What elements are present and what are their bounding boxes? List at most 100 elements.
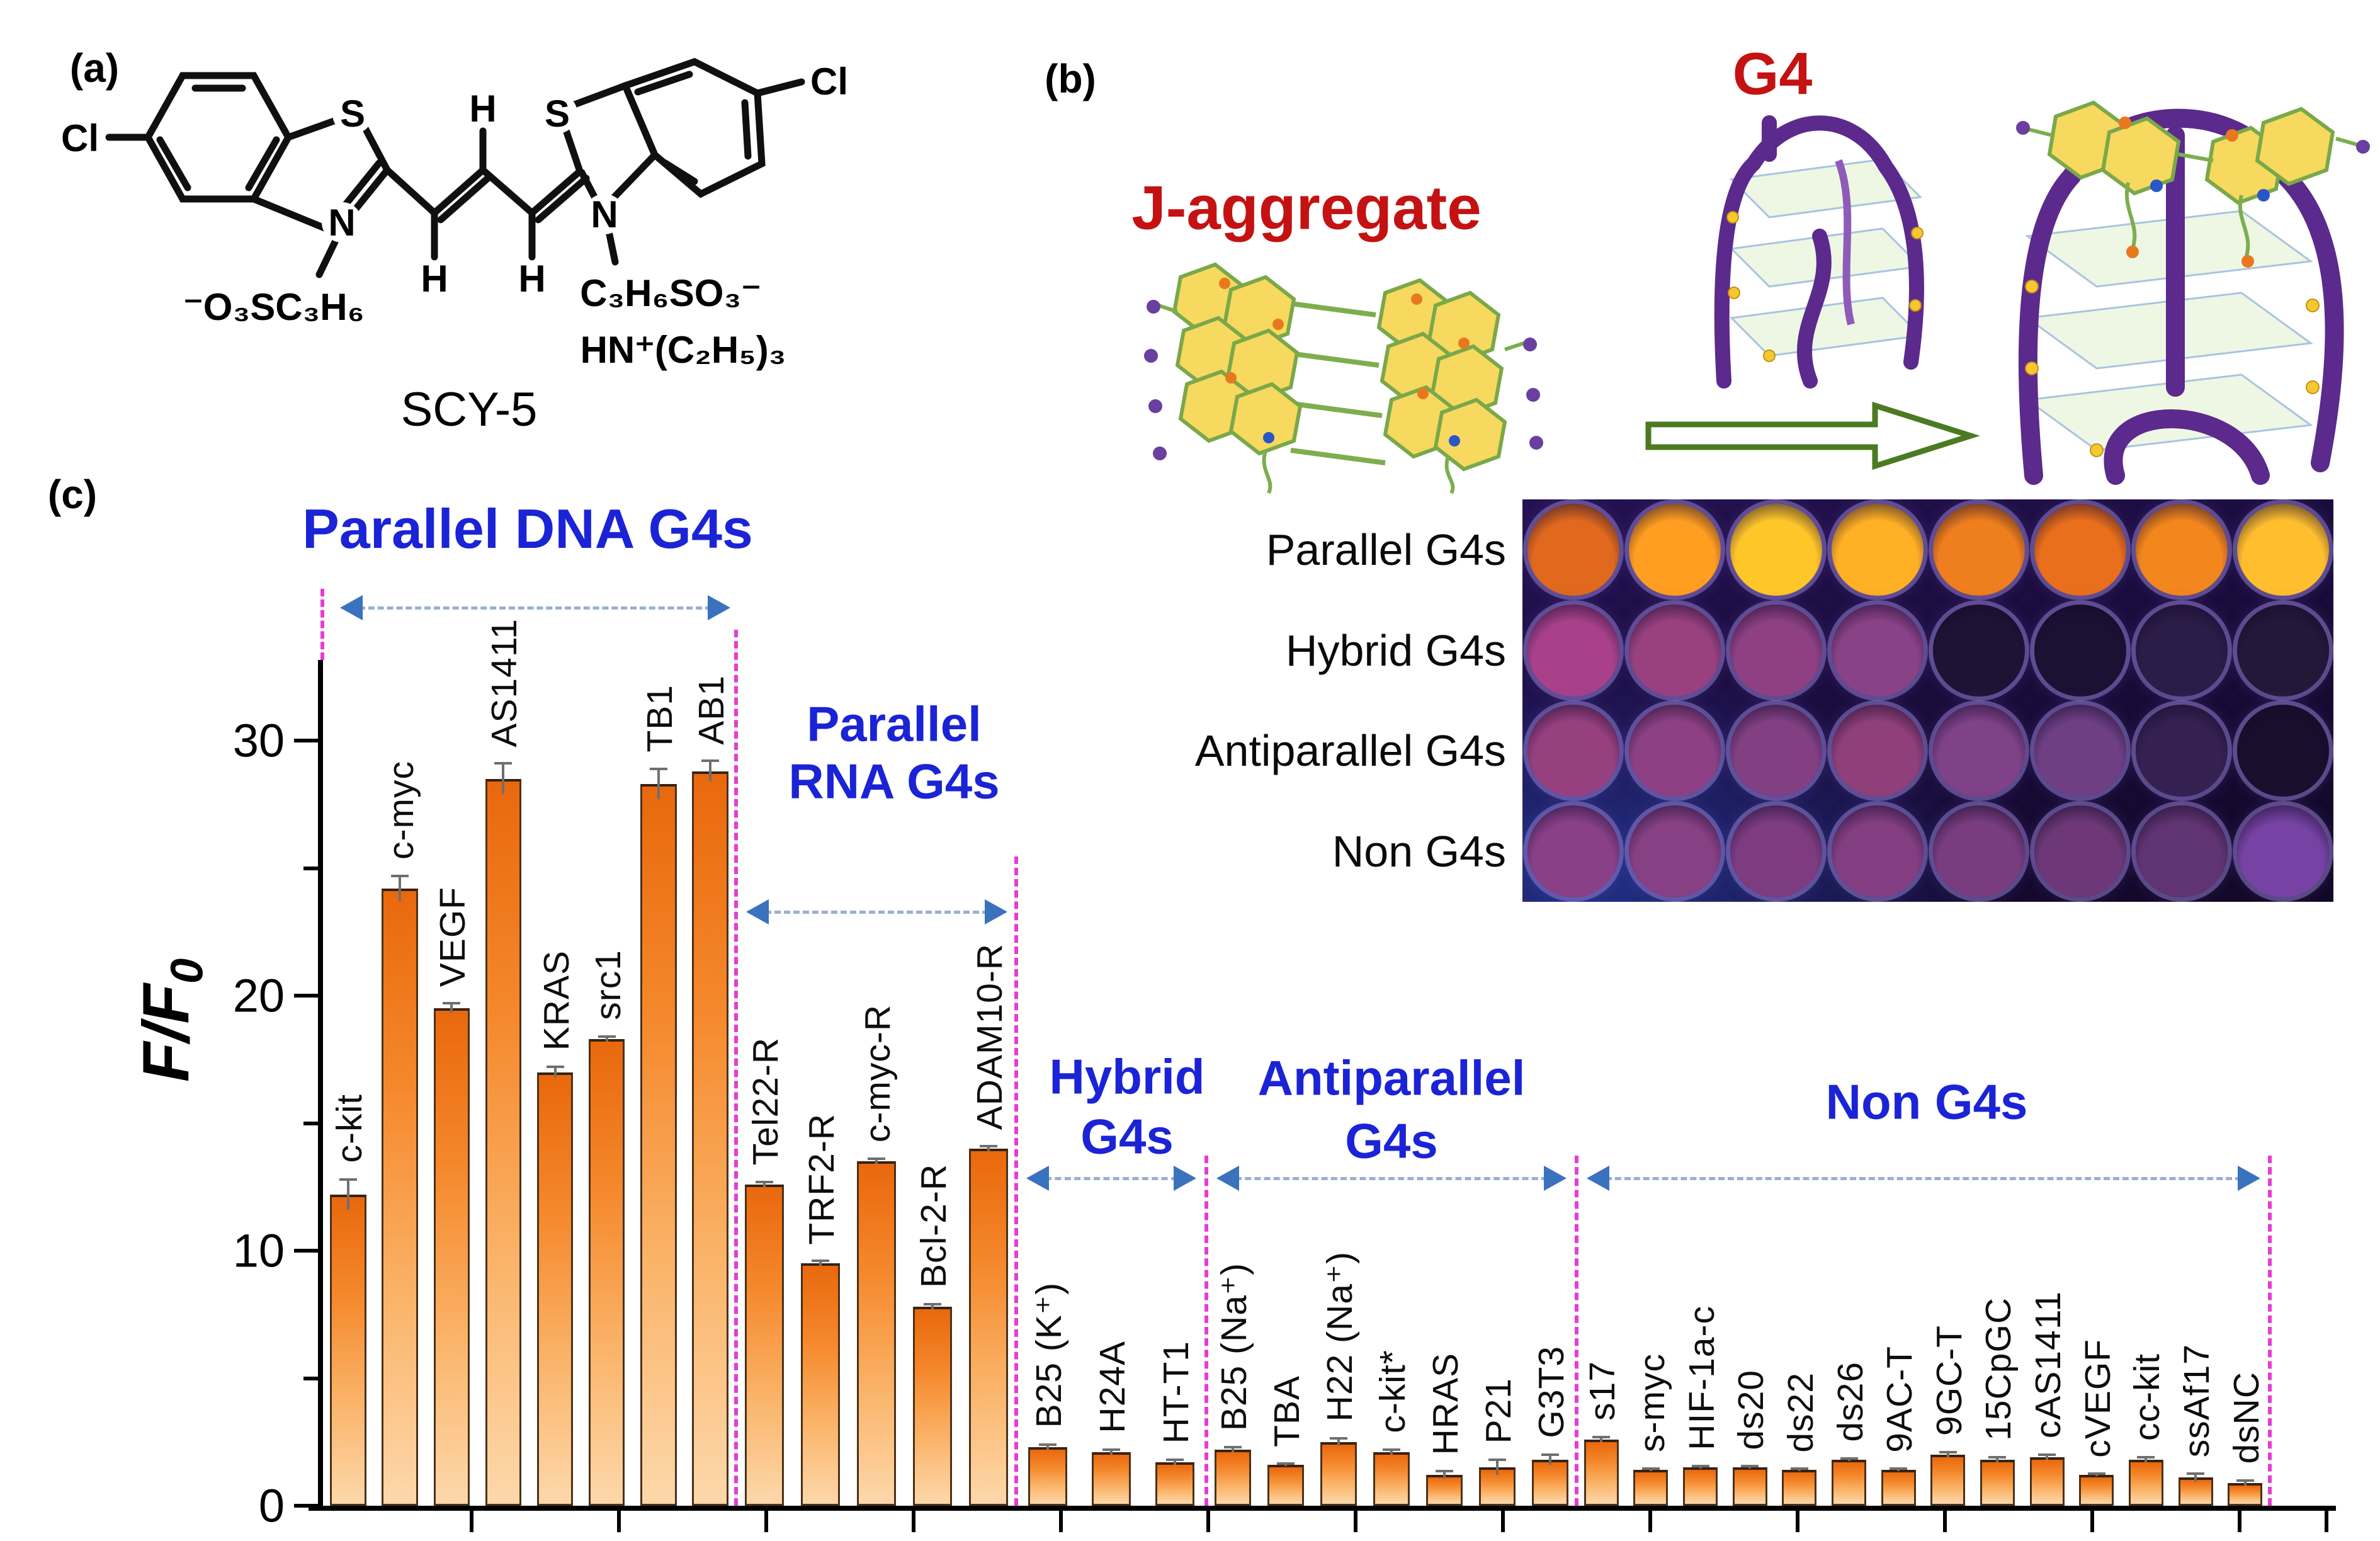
group-separator <box>1014 856 1018 1506</box>
bar-label: TBA <box>1267 1375 1307 1448</box>
plate-well <box>2034 604 2126 697</box>
error-bar-cap <box>1541 1453 1559 1456</box>
plate-well <box>1831 503 1924 596</box>
bar-label: Tel22-R <box>745 1037 786 1166</box>
arrow-left-head <box>746 899 769 924</box>
j-aggregate-label: J-aggregate <box>1131 173 1482 242</box>
y-major-tick <box>294 1504 323 1508</box>
error-bar-stem <box>875 1159 878 1164</box>
y-tick-label: 0 <box>258 1479 285 1532</box>
bar-label: Bcl-2-R <box>913 1164 954 1288</box>
error-bar-stem <box>605 1036 608 1042</box>
error-bar-stem <box>1897 1469 1900 1472</box>
error-bar-stem <box>2243 1480 2247 1486</box>
reaction-arrow <box>1645 401 1980 470</box>
bar <box>382 888 418 1506</box>
bar-label: TRF2-R <box>801 1113 842 1245</box>
group-separator <box>734 630 738 1506</box>
bar <box>485 778 522 1506</box>
bar-label: c-myc <box>381 760 422 860</box>
error-bar-stem <box>1046 1444 1050 1450</box>
error-bar-cap <box>1102 1448 1120 1451</box>
error-bar-stem <box>1232 1447 1234 1452</box>
y-axis-label: F/F0 <box>130 958 213 1083</box>
cl-left-label: Cl <box>61 117 99 159</box>
plate-well <box>2034 503 2126 596</box>
error-bar-cap <box>1790 1467 1808 1470</box>
bar <box>1155 1462 1194 1506</box>
x-tick <box>2325 1511 2328 1532</box>
error-bar-cap <box>867 1157 885 1161</box>
bar <box>433 1008 470 1506</box>
bar <box>2079 1475 2114 1506</box>
plate-row-label: Antiparallel G4s <box>1194 726 1506 776</box>
group-separator <box>1575 1156 1578 1506</box>
error-bar-stem <box>1337 1438 1340 1446</box>
y-minor-tick <box>303 866 322 870</box>
bar-label: ds26 <box>1830 1362 1871 1443</box>
bar <box>330 1194 366 1506</box>
plate-well <box>1831 604 1924 697</box>
error-bar-stem <box>347 1179 350 1210</box>
arrow-left-head <box>1216 1166 1239 1191</box>
group-title: G4s <box>1345 1113 1438 1169</box>
error-bar-cap <box>1436 1470 1453 1473</box>
arrow-left-head <box>1026 1166 1049 1191</box>
y-minor-tick <box>303 1121 322 1125</box>
arrow-right-head <box>1544 1166 1567 1191</box>
bar <box>640 783 677 1506</box>
error-bar-stem <box>450 1003 453 1014</box>
error-bar-cap <box>2038 1453 2056 1456</box>
y-minor-tick <box>303 1376 322 1380</box>
error-bar-stem <box>1284 1464 1287 1467</box>
arrow-left-head <box>1587 1166 1609 1191</box>
error-bar-stem <box>1173 1460 1176 1465</box>
bar <box>1832 1460 1867 1506</box>
bar <box>2228 1482 2263 1506</box>
plate-well <box>1730 604 1822 697</box>
bar <box>1531 1460 1569 1506</box>
error-bar-cap <box>811 1260 829 1263</box>
bar <box>1028 1447 1068 1506</box>
compound-name: SCY-5 <box>401 383 538 436</box>
bar-label: TB1 <box>639 685 680 753</box>
error-bar-cap <box>755 1180 773 1183</box>
bar <box>588 1038 625 1506</box>
bar <box>1214 1449 1252 1506</box>
y-tick-label: 20 <box>232 969 285 1022</box>
plate-row-label: Non G4s <box>1332 827 1506 877</box>
error-bar-stem <box>1946 1452 1949 1458</box>
bar-label: s-myc <box>1631 1353 1672 1453</box>
error-bar-stem <box>1549 1455 1551 1465</box>
bar-label: cVEGF <box>2077 1338 2118 1458</box>
bar <box>1881 1470 1916 1506</box>
bar-label: ds20 <box>1731 1369 1772 1450</box>
error-bar-cap <box>1939 1450 1957 1453</box>
bar <box>1782 1470 1817 1506</box>
plate-well <box>2236 604 2329 697</box>
error-bar-cap <box>1224 1445 1242 1448</box>
s-right-label: S <box>545 93 570 135</box>
plate-well <box>1628 705 1721 797</box>
group-title: Parallel DNA G4s <box>302 498 753 560</box>
error-bar-cap <box>546 1066 564 1069</box>
scy5-structure-drawing: Cl S N H H H S N Cl ⁻O₃SC₃H₆ C₃H₆SO₃⁻ HN… <box>61 58 848 436</box>
arrow-right-head <box>2238 1166 2260 1191</box>
group-title: Parallel <box>807 696 982 752</box>
bar-label: H22 (Na⁺) <box>1320 1251 1360 1422</box>
error-bar-cap <box>598 1035 616 1038</box>
group-range-arrow <box>1045 1177 1177 1180</box>
group-range-arrow <box>359 606 711 610</box>
error-bar-cap <box>391 874 409 877</box>
plate-well <box>2236 805 2329 898</box>
bar-label: AB1 <box>691 674 732 745</box>
y-major-tick <box>294 1249 323 1253</box>
plate-well <box>2135 705 2228 797</box>
error-bar-cap <box>701 759 719 763</box>
x-tick <box>1796 1511 1799 1532</box>
error-bar-stem <box>1847 1459 1850 1462</box>
x-tick <box>2238 1511 2241 1532</box>
x-tick <box>1206 1511 1210 1532</box>
error-bar-stem <box>657 768 660 800</box>
error-bar-cap <box>1988 1456 2007 1459</box>
